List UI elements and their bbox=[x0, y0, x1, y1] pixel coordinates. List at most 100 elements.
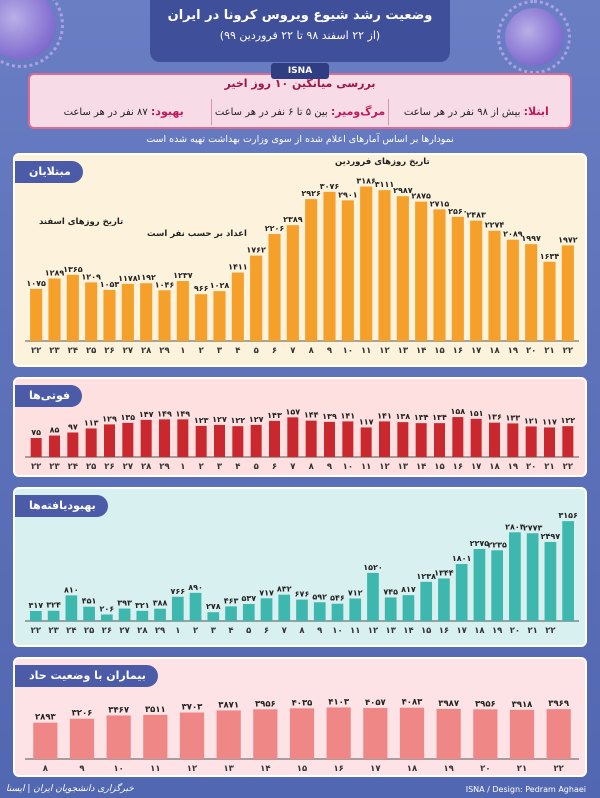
bar bbox=[526, 533, 539, 621]
data-label: ۹۶۶ bbox=[194, 284, 209, 293]
tick-label: ۱۰ bbox=[332, 626, 342, 636]
bar bbox=[342, 421, 354, 457]
bar bbox=[122, 422, 134, 457]
data-label: ۱۱۷۸ bbox=[118, 274, 138, 283]
data-label: ۱۱۹۲ bbox=[136, 273, 156, 282]
bar bbox=[179, 712, 205, 759]
data-label: ۴۰۳۵ bbox=[292, 698, 313, 708]
data-label: ۱۴۹ bbox=[157, 409, 172, 418]
bar bbox=[473, 549, 486, 621]
bar bbox=[30, 438, 42, 457]
tick-label: ۲۰ bbox=[510, 626, 520, 636]
tick-label: ۲۴ bbox=[68, 346, 78, 356]
tick-label: ۲ bbox=[199, 346, 205, 356]
bar bbox=[250, 424, 262, 457]
bar bbox=[438, 578, 450, 621]
tick-label: ۱۱ bbox=[361, 346, 371, 356]
tick-label: ۹ bbox=[317, 626, 323, 636]
data-label: ۱۳۶۵ bbox=[63, 265, 83, 274]
data-label: ۴۵۱ bbox=[82, 597, 97, 606]
tick-label: ۲۸ bbox=[141, 462, 152, 472]
bar bbox=[213, 291, 226, 341]
summary-title: بررسی میانگین ۱۰ روز اخیر bbox=[224, 77, 376, 90]
bar bbox=[159, 419, 170, 457]
bar bbox=[154, 608, 166, 621]
tick-label: ۴ bbox=[235, 346, 240, 356]
data-label: ۴۰۵۷ bbox=[365, 698, 387, 708]
bar bbox=[544, 541, 557, 621]
bar bbox=[49, 435, 60, 457]
source-note: نمودارها بر اساس آمارهای اعلام شده از سو… bbox=[146, 134, 454, 145]
tick-label: ۱ bbox=[180, 462, 185, 472]
data-label: ۲۴۸۳ bbox=[466, 211, 486, 220]
tick-label: ۲۳ bbox=[49, 462, 60, 472]
data-label: ۱۲۲ bbox=[561, 416, 576, 425]
data-label: ۳۴۶۷ bbox=[108, 705, 130, 715]
tick-label: ۲ bbox=[199, 462, 205, 472]
severe-chart: ۲۸۹۳ ۸ ۳۲۰۶ ۹ ۳۴۶۷ ۱۰ ۳۵۱۱ ۱۱ ۳۷۰۳ ۱۲ ۳۸۷۱ ۱۳ ۳۹۵۶ ۱۴… bbox=[25, 697, 579, 774]
tick-label: ۲۷ bbox=[123, 346, 134, 356]
tick-label: ۴ bbox=[228, 626, 233, 636]
tick-label: ۲۴ bbox=[68, 462, 78, 472]
tick-label: ۱ bbox=[175, 626, 180, 636]
bar bbox=[326, 707, 351, 759]
tick-label: ۱۵ bbox=[434, 462, 444, 472]
tick-label: ۲۲ bbox=[553, 764, 564, 774]
data-label: ۷۱۷ bbox=[259, 588, 274, 597]
tick-label: ۵ bbox=[254, 462, 259, 472]
tick-label: ۲۲ bbox=[545, 626, 556, 636]
data-label: ۱۵۱ bbox=[469, 409, 484, 418]
bar bbox=[341, 200, 354, 341]
data-label: ۳۸۸ bbox=[153, 599, 168, 608]
bar bbox=[506, 239, 519, 341]
esfand-dates-note: تاریخ روزهای اسفند bbox=[39, 217, 124, 227]
summary-row: ابتلا: بیش از ۹۸ نفر در هر ساعت مرگ‌ومیر… bbox=[36, 99, 564, 125]
data-label: ۷۶۶ bbox=[170, 587, 185, 596]
tick-label: ۲۹ bbox=[155, 626, 166, 636]
bar bbox=[214, 424, 225, 457]
bar bbox=[561, 245, 574, 341]
bar bbox=[525, 244, 538, 341]
bar bbox=[253, 709, 278, 759]
tick-label: ۲۳ bbox=[48, 626, 59, 636]
bar bbox=[287, 417, 299, 457]
bar bbox=[195, 425, 207, 457]
tick-label: ۱۲ bbox=[379, 462, 390, 472]
bar bbox=[118, 608, 131, 621]
data-label: ۱۷۶۲ bbox=[246, 246, 266, 255]
tick-label: ۱۶ bbox=[333, 764, 343, 774]
bar bbox=[106, 715, 131, 759]
data-label: ۲۹۸۷ bbox=[393, 186, 413, 195]
data-label: ۷۴۵ bbox=[383, 587, 398, 596]
tick-label: ۲۹ bbox=[159, 462, 170, 472]
bar bbox=[136, 610, 149, 621]
infected-title: مبتلایان bbox=[15, 161, 83, 183]
bar bbox=[104, 424, 115, 457]
tick-label: ۱۹ bbox=[508, 346, 519, 356]
data-label: ۳۱۸۶ bbox=[356, 177, 376, 186]
page-subtitle: (از ۲۲ اسفند ۹۸ تا ۲۲ فروردین ۹۹) bbox=[219, 29, 381, 42]
recovered-panel: بهبودیافته‌ها ۳۱۷ ۲۲ ۳۲۴ ۲۳ ۸۱۰ ۲۴ ۴۵۱ ۲۵ ۲۰۶ ۲۶ ۳… bbox=[13, 487, 587, 647]
data-label: ۶۷۶ bbox=[295, 590, 310, 599]
bar bbox=[402, 595, 415, 621]
data-label: ۱۳۸ bbox=[396, 412, 411, 421]
data-label: ۸۳۲ bbox=[277, 585, 292, 594]
bar bbox=[313, 602, 326, 621]
data-label: ۱۵۷ bbox=[286, 407, 301, 416]
tick-label: ۲۵ bbox=[86, 462, 96, 472]
data-label: ۱۱۳ bbox=[84, 418, 99, 427]
data-label: ۱۹۷۲ bbox=[558, 235, 578, 244]
data-label: ۳۵۱۱ bbox=[145, 705, 166, 715]
tick-label: ۲۲ bbox=[563, 462, 574, 472]
bar bbox=[140, 283, 153, 341]
bar bbox=[420, 581, 433, 621]
data-label: ۹۷ bbox=[68, 422, 78, 431]
data-label: ۸۱۰ bbox=[64, 585, 79, 594]
tick-label: ۲۶ bbox=[104, 462, 114, 472]
data-label: ۳۰۷۶ bbox=[320, 182, 340, 191]
data-label: ۵۳۷ bbox=[241, 594, 256, 603]
bar bbox=[268, 234, 281, 341]
bar bbox=[305, 420, 317, 457]
data-label: ۱۲۷ bbox=[212, 415, 227, 424]
bar bbox=[455, 564, 468, 621]
